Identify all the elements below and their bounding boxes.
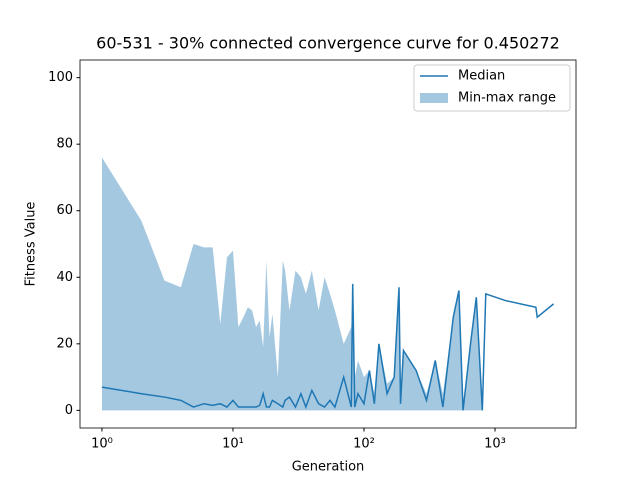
x-tick-label: 10¹ (222, 437, 244, 452)
y-axis-label: Fitness Value (24, 202, 39, 287)
y-tick-label: 40 (56, 270, 73, 285)
legend-label: Median (458, 69, 505, 84)
x-tick-label: 10⁰ (91, 437, 113, 452)
chart-title: 60-531 - 30% connected convergence curve… (96, 34, 560, 53)
y-tick-label: 80 (56, 137, 73, 152)
x-tick-label: 10² (353, 437, 375, 452)
y-tick-label: 100 (48, 70, 73, 85)
legend-swatch (420, 93, 448, 103)
y-tick-label: 60 (56, 203, 73, 218)
legend-box (413, 64, 571, 112)
x-tick-label: 10³ (484, 437, 506, 452)
y-tick-label: 0 (65, 403, 73, 418)
y-tick-label: 20 (56, 336, 73, 351)
median-line (101, 283, 555, 411)
x-axis-label: Generation (292, 460, 365, 475)
legend-label: Min-max range (458, 91, 556, 106)
plot-frame (79, 59, 577, 429)
min-max-area (101, 157, 554, 411)
